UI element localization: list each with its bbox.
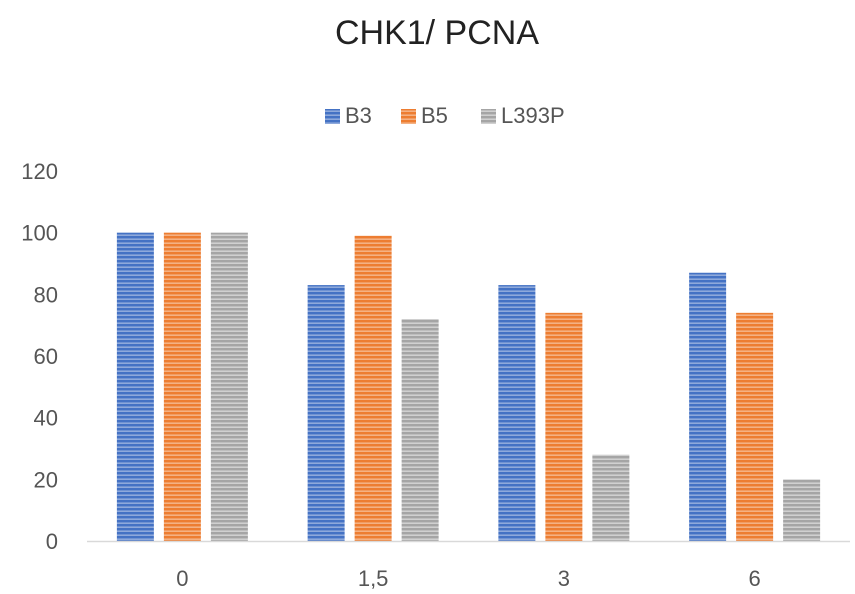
x-tick-label: 0 bbox=[176, 566, 188, 591]
x-tick-label: 3 bbox=[558, 566, 570, 591]
bars bbox=[116, 232, 821, 541]
legend-swatch-l393p bbox=[481, 109, 496, 124]
chart-title: CHK1/ PCNA bbox=[335, 14, 539, 52]
x-tick-label: 1,5 bbox=[358, 566, 389, 591]
y-tick-label: 60 bbox=[34, 344, 58, 369]
legend-label-b3: B3 bbox=[345, 103, 372, 128]
legend-label-b5: B5 bbox=[421, 103, 448, 128]
bar-b3-0 bbox=[116, 232, 154, 541]
y-tick-label: 0 bbox=[46, 529, 58, 554]
y-tick-label: 80 bbox=[34, 282, 58, 307]
bar-b3-2 bbox=[498, 285, 536, 541]
x-axis: 0 1,5 3 6 bbox=[87, 540, 850, 591]
bar-l393p-1 bbox=[401, 319, 439, 541]
legend: B3 B5 L393P bbox=[325, 103, 565, 128]
y-tick-label: 100 bbox=[21, 221, 58, 246]
y-tick-label: 20 bbox=[34, 467, 58, 492]
bar-l393p-0 bbox=[210, 232, 248, 541]
legend-swatch-b5 bbox=[401, 109, 416, 124]
bar-l393p-3 bbox=[783, 479, 821, 541]
legend-label-l393p: L393P bbox=[501, 103, 565, 128]
bar-b3-3 bbox=[689, 272, 727, 541]
y-axis: 0 20 40 60 80 100 120 bbox=[21, 159, 58, 554]
x-tick-label: 6 bbox=[749, 566, 761, 591]
bar-b5-3 bbox=[736, 312, 774, 541]
bar-b5-1 bbox=[354, 235, 392, 541]
bar-b5-2 bbox=[545, 312, 583, 541]
y-tick-label: 120 bbox=[21, 159, 58, 184]
bar-l393p-2 bbox=[592, 454, 630, 541]
bar-b3-1 bbox=[307, 285, 345, 541]
bar-b5-0 bbox=[163, 232, 201, 541]
y-tick-label: 40 bbox=[34, 406, 58, 431]
legend-swatch-b3 bbox=[325, 109, 340, 124]
